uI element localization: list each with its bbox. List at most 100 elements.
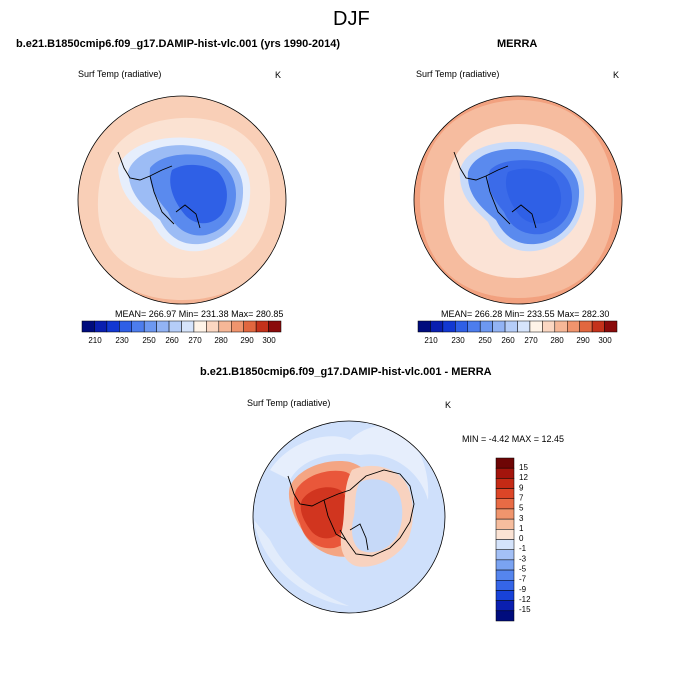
colorbar-swatch	[495, 529, 515, 540]
colorbar-tick-label: 5	[519, 504, 524, 513]
colorbar-tick-label: -15	[519, 605, 531, 614]
colorbar-swatch	[268, 320, 282, 333]
colorbar-swatch	[495, 508, 515, 520]
colorbar-swatch	[181, 320, 195, 333]
colorbar-swatch	[495, 569, 515, 581]
panel1-variable: Surf Temp (radiative)	[78, 69, 162, 79]
colorbar-tick-label: 290	[576, 336, 590, 345]
colorbar-tick-label: 210	[424, 336, 438, 345]
colorbar-tick-label: 9	[519, 483, 524, 492]
map1-coastline	[117, 151, 201, 229]
colorbar-swatch	[529, 320, 543, 333]
panel3-units: K	[445, 400, 452, 410]
panel3-stats: MIN = -4.42 MAX = 12.45	[462, 434, 565, 444]
colorbar-tick-label: 300	[262, 336, 276, 345]
colorbar-swatch	[495, 610, 515, 622]
colorbar-swatch	[495, 457, 515, 469]
colorbar-swatch	[255, 320, 269, 333]
colorbar-swatch	[417, 320, 431, 333]
colorbar-swatch	[495, 467, 515, 479]
panel2-units: K	[613, 70, 620, 80]
colorbar-swatch	[504, 320, 518, 333]
map2-coastline	[453, 151, 537, 229]
panel2-variable: Surf Temp (radiative)	[416, 69, 500, 79]
colorbar-swatch	[430, 320, 444, 333]
panel2-stats: MEAN= 266.28 Min= 233.55 Max= 282.30	[441, 309, 610, 319]
colorbar-tick-label: 250	[142, 336, 156, 345]
colorbar-tick-label: 270	[524, 336, 538, 345]
colorbar-swatch	[492, 320, 506, 333]
colorbar-swatch	[495, 488, 515, 499]
colorbar-swatch	[106, 320, 120, 333]
colorbar-tick-label: 230	[115, 336, 129, 345]
colorbar-swatch	[479, 320, 493, 333]
colorbar-tick-label: -1	[519, 544, 527, 553]
colorbar-swatch	[495, 590, 515, 601]
panel1-title: b.e21.B1850cmip6.f09_g17.DAMIP-hist-vlc.…	[16, 38, 341, 50]
colorbar-swatch	[495, 498, 515, 510]
panel3-title: b.e21.B1850cmip6.f09_g17.DAMIP-hist-vlc.…	[200, 366, 492, 378]
map1	[78, 96, 286, 304]
colorbar-tick-label: -12	[519, 595, 531, 604]
map2-border	[413, 95, 623, 305]
colorbar-tick-label: -5	[519, 565, 527, 574]
colorbar-swatch	[81, 320, 95, 333]
colorbar-tick-label: 7	[519, 493, 524, 502]
colorbar-tick-label: 12	[519, 473, 528, 482]
colorbar-tick-label: 15	[519, 463, 528, 472]
colorbar-swatch	[495, 518, 515, 530]
colorbar-tick-label: 280	[214, 336, 228, 345]
colorbar-swatch	[94, 320, 108, 333]
colorbar-swatch	[467, 320, 481, 333]
colorbar-swatch	[231, 320, 244, 333]
colorbar-tick-label: 270	[188, 336, 202, 345]
colorbar-swatch	[567, 320, 580, 333]
map3-border	[252, 420, 446, 614]
colorbar-swatch	[168, 320, 182, 333]
colorbar-swatch	[554, 320, 568, 333]
colorbar-2: 210 230 250 260 270 280 290 300	[417, 320, 618, 345]
map3-coastline	[287, 469, 415, 557]
colorbar-swatch	[542, 320, 556, 333]
colorbar-swatch	[455, 320, 468, 333]
colorbar-swatch	[193, 320, 207, 333]
colorbar-swatch	[495, 600, 515, 612]
panel2-title: MERRA	[497, 38, 538, 50]
colorbar-tick-label: -7	[519, 575, 527, 584]
colorbar-tick-label: 260	[165, 336, 179, 345]
colorbar-swatch	[517, 320, 531, 333]
panel3-variable: Surf Temp (radiative)	[247, 398, 331, 408]
colorbar-swatch	[495, 539, 515, 550]
colorbar-swatch	[143, 320, 157, 333]
colorbar-swatch	[495, 559, 515, 571]
colorbar-swatch	[591, 320, 605, 333]
colorbar-swatch	[218, 320, 232, 333]
colorbar-swatch	[206, 320, 220, 333]
colorbar-tick-label: -9	[519, 585, 527, 594]
map2	[414, 96, 622, 304]
colorbar-tick-label: 260	[501, 336, 515, 345]
colorbar-swatch	[495, 478, 515, 489]
colorbar-tick-label: 250	[478, 336, 492, 345]
colorbar-tick-label: 300	[598, 336, 612, 345]
colorbar-tick-label: -3	[519, 554, 527, 563]
colorbar-tick-label: 3	[519, 514, 524, 523]
map1-border	[77, 95, 287, 305]
colorbar-swatch	[442, 320, 456, 333]
colorbar-tick-label: 1	[519, 524, 524, 533]
colorbar-swatch	[495, 580, 515, 591]
map3	[253, 421, 445, 613]
colorbar-tick-label: 230	[451, 336, 465, 345]
colorbar-swatch	[119, 320, 132, 333]
colorbar-swatch	[579, 320, 593, 333]
colorbar-tick-label: 0	[519, 534, 524, 543]
panel1-stats: MEAN= 266.97 Min= 231.38 Max= 280.85	[115, 309, 284, 319]
colorbar-swatch	[156, 320, 170, 333]
main-title: DJF	[333, 8, 370, 30]
colorbar-tick-label: 290	[240, 336, 254, 345]
colorbar-swatch	[131, 320, 145, 333]
colorbar-swatch	[604, 320, 618, 333]
colorbar-tick-label: 210	[88, 336, 102, 345]
